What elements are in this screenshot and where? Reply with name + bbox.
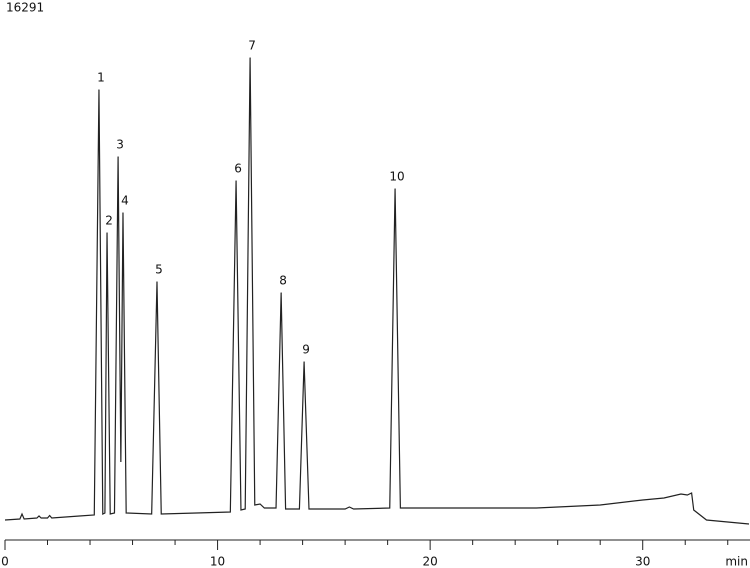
peak-label: 10: [389, 170, 404, 184]
x-tick-label: 0: [1, 555, 9, 568]
chart-title: 16291: [6, 1, 44, 15]
trace: [4, 57, 750, 525]
peak-apex: [98, 89, 100, 91]
x-tick-label: 20: [423, 555, 438, 568]
peak-label: 6: [234, 162, 242, 176]
x-tick-label: 30: [635, 555, 650, 568]
x-axis-label: min: [725, 555, 748, 568]
peak-label: 9: [302, 343, 310, 357]
peak-apex: [280, 292, 282, 294]
peak-apex: [122, 212, 124, 214]
peak-label: 2: [105, 214, 113, 228]
peak-label: 1: [97, 71, 105, 85]
peak-apex: [156, 281, 158, 283]
x-tick-label: 10: [210, 555, 225, 568]
peak-label: 5: [155, 263, 163, 277]
peak-apex: [117, 156, 119, 158]
peak-label: 4: [121, 194, 129, 208]
peak-apex: [394, 188, 396, 190]
peak-label: 3: [116, 138, 124, 152]
peak-apex: [249, 57, 251, 59]
peak-apex: [235, 180, 237, 182]
peak-label: 7: [248, 39, 256, 53]
peak-apex: [106, 232, 108, 234]
peak-apex: [303, 361, 305, 363]
peak-label: 8: [279, 274, 287, 288]
